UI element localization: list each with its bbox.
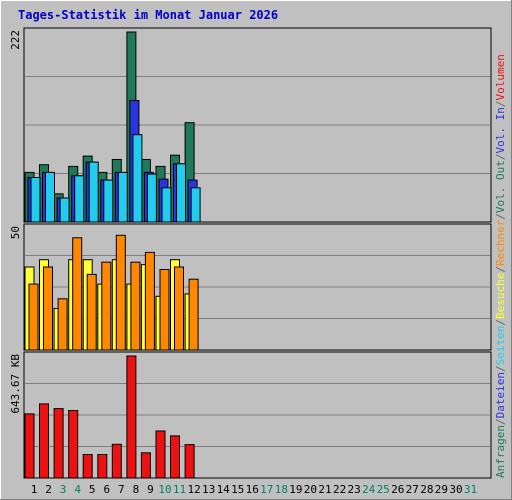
bar bbox=[159, 269, 170, 351]
x-tick-label: 11 bbox=[173, 483, 186, 496]
x-tick-label: 16 bbox=[246, 483, 259, 496]
panel-visits: 50 bbox=[9, 223, 492, 351]
bar bbox=[170, 435, 180, 479]
x-tick-label: 1 bbox=[31, 483, 38, 496]
legend-entry: / bbox=[494, 319, 507, 326]
x-tick-label: 14 bbox=[217, 483, 231, 496]
legend-entry: / bbox=[494, 153, 507, 160]
x-tick-label: 22 bbox=[333, 483, 346, 496]
x-tick-label: 21 bbox=[318, 483, 331, 496]
bar bbox=[155, 430, 166, 479]
bar bbox=[24, 413, 35, 479]
x-tick-label: 12 bbox=[187, 483, 200, 496]
panel-volume: 643.67 KB bbox=[9, 351, 492, 479]
bar bbox=[59, 197, 70, 223]
bar bbox=[115, 234, 126, 351]
bar bbox=[140, 452, 151, 479]
legend-entry: / bbox=[494, 100, 507, 107]
bar bbox=[82, 454, 93, 479]
bar bbox=[74, 175, 85, 223]
x-axis-day-labels: 1 2 3 4 5 6 7 8 9 10 11 12 13 14 15 16 17 18 19 20 21 22 23 24 2… bbox=[31, 483, 477, 496]
bar bbox=[190, 187, 201, 223]
x-tick-label: 17 bbox=[260, 483, 273, 496]
legend-entry: Dateien bbox=[494, 372, 507, 418]
bar bbox=[184, 444, 195, 479]
x-tick-label: 28 bbox=[420, 483, 433, 496]
series-rechner bbox=[28, 234, 199, 351]
x-tick-label: 5 bbox=[89, 483, 96, 496]
legend-entry: / bbox=[494, 266, 507, 273]
legend-entry: / bbox=[494, 365, 507, 372]
legend-entry: / bbox=[494, 213, 507, 220]
bar bbox=[101, 261, 112, 351]
bar bbox=[53, 408, 64, 479]
bar bbox=[103, 179, 114, 223]
series-volumen bbox=[24, 355, 195, 479]
bar bbox=[146, 173, 157, 223]
bar bbox=[88, 161, 99, 223]
bar bbox=[86, 273, 97, 351]
x-tick-label: 29 bbox=[435, 483, 448, 496]
chart-panels: 222 50 643.67 KB bbox=[9, 27, 492, 479]
x-tick-label: 30 bbox=[449, 483, 462, 496]
x-tick-label: 6 bbox=[103, 483, 110, 496]
x-tick-label: 24 bbox=[362, 483, 376, 496]
legend-entry: Volumen bbox=[494, 54, 507, 100]
bar bbox=[161, 187, 172, 223]
x-tick-label: 27 bbox=[406, 483, 419, 496]
bar bbox=[45, 171, 55, 223]
x-tick-label: 23 bbox=[347, 483, 360, 496]
x-tick-label: 26 bbox=[391, 483, 404, 496]
legend-entry: Vol. Out bbox=[494, 160, 507, 213]
x-tick-label: 19 bbox=[289, 483, 302, 496]
panel-requests: 222 bbox=[9, 27, 492, 223]
chart-title: Tages-Statistik im Monat Januar 2026 bbox=[18, 8, 278, 22]
x-tick-label: 31 bbox=[464, 483, 477, 496]
panel-max-label: 222 bbox=[9, 30, 22, 50]
bar bbox=[72, 237, 83, 351]
bar bbox=[111, 443, 122, 479]
x-tick-label: 10 bbox=[158, 483, 171, 496]
bar bbox=[28, 283, 39, 351]
bar bbox=[39, 403, 49, 479]
x-tick-label: 18 bbox=[275, 483, 288, 496]
x-tick-label: 3 bbox=[60, 483, 67, 496]
bar bbox=[188, 278, 199, 351]
panel-max-label: 643.67 KB bbox=[9, 354, 22, 414]
bar bbox=[176, 163, 186, 223]
legend-entry: Anfragen bbox=[494, 425, 507, 478]
bar bbox=[68, 410, 79, 479]
legend-entry: Rechner bbox=[494, 219, 507, 266]
x-tick-label: 7 bbox=[118, 483, 125, 496]
bar bbox=[30, 177, 41, 223]
legend-entry: / bbox=[494, 418, 507, 425]
x-tick-label: 4 bbox=[74, 483, 81, 496]
bar bbox=[97, 454, 108, 479]
bar bbox=[174, 266, 184, 351]
bar bbox=[117, 171, 128, 223]
bar bbox=[132, 134, 143, 223]
bar bbox=[130, 261, 141, 351]
x-tick-label: 15 bbox=[231, 483, 244, 496]
bar bbox=[126, 355, 137, 479]
panel-max-label: 50 bbox=[9, 226, 22, 239]
x-tick-label: 8 bbox=[133, 483, 140, 496]
bar bbox=[144, 251, 155, 351]
x-tick-label: 2 bbox=[45, 483, 52, 496]
x-tick-label: 9 bbox=[147, 483, 154, 496]
right-legend: Anfragen/Dateien/Seiten/Besuche/Rechner/… bbox=[494, 54, 507, 478]
legend-entry: Vol. In bbox=[494, 107, 507, 153]
bar bbox=[43, 266, 53, 351]
x-tick-label: 25 bbox=[377, 483, 390, 496]
legend-entry: Seiten bbox=[494, 326, 507, 366]
legend-entry: Besuche bbox=[494, 273, 507, 319]
x-tick-label: 20 bbox=[304, 483, 317, 496]
bar bbox=[57, 298, 68, 351]
series-seiten bbox=[30, 134, 201, 223]
x-tick-label: 13 bbox=[202, 483, 215, 496]
